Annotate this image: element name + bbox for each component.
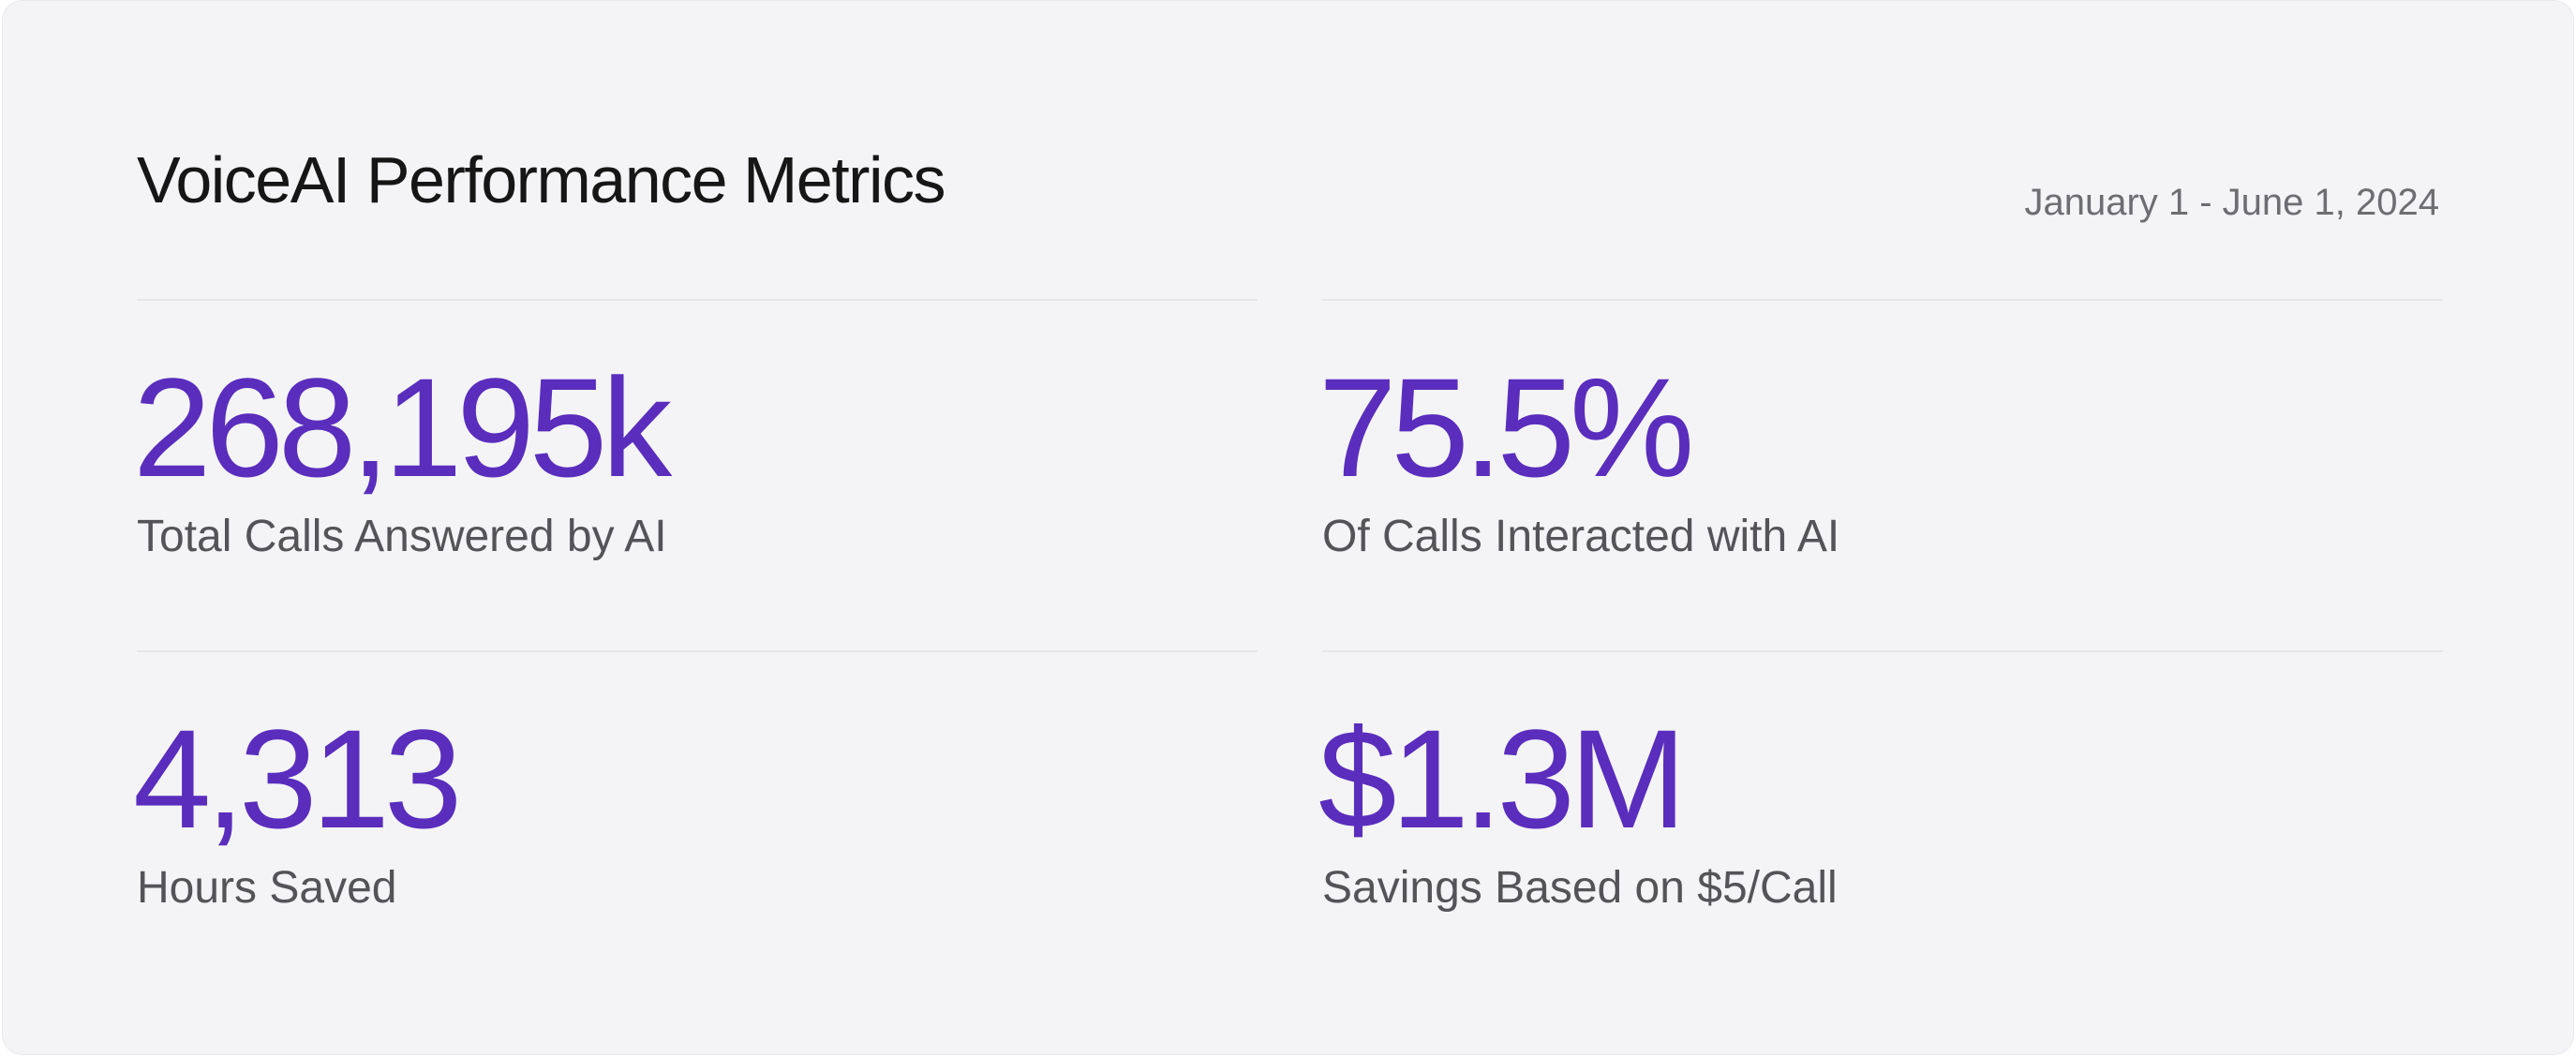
metric-savings: $1.3M Savings Based on $5/Call (1318, 650, 2443, 911)
metric-label: Hours Saved (137, 863, 397, 913)
metric-value: 4,313 (133, 700, 462, 857)
metric-label: Savings Based on $5/Call (1322, 863, 1838, 913)
metric-hours-saved: 4,313 Hours Saved (133, 650, 1258, 911)
metric-value: 268,195k (133, 349, 672, 506)
metric-ai-interaction-rate: 75.5% Of Calls Interacted with AI (1318, 299, 2443, 559)
metric-value: $1.3M (1318, 700, 1687, 857)
metric-total-calls: 268,195k Total Calls Answered by AI (133, 299, 1258, 559)
page-title: VoiceAI Performance Metrics (137, 143, 946, 216)
date-range: January 1 - June 1, 2024 (2024, 182, 2439, 223)
metric-label: Total Calls Answered by AI (137, 512, 667, 561)
metric-value: 75.5% (1318, 349, 1694, 506)
metric-label: Of Calls Interacted with AI (1322, 512, 1840, 561)
